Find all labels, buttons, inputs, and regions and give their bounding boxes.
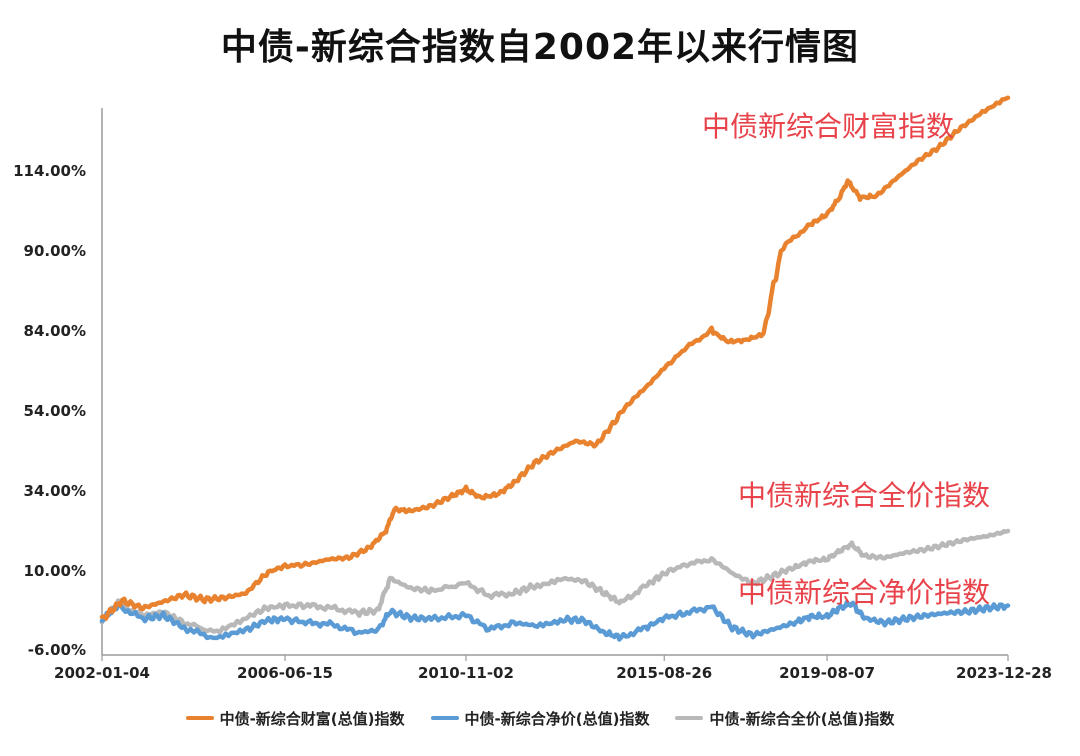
x-tick-label: 2010-11-02 xyxy=(418,664,514,682)
x-tick-label: 2002-01-04 xyxy=(54,664,150,682)
chart-legend: 中债-新综合财富(总值)指数 中债-新综合净价(总值)指数 中债-新综合全价(总值)… xyxy=(0,706,1080,730)
chart-axes: -6.00% 10.00% 34.00% 54.00% 84.00% 90.00% 114.… xyxy=(13,108,1052,682)
y-tick-label: 10.00% xyxy=(24,562,86,580)
y-tick-label: 34.00% xyxy=(24,482,86,500)
legend-item: 中债-新综合净价(总值)指数 xyxy=(430,708,650,729)
line-chart: -6.00% 10.00% 34.00% 54.00% 84.00% 90.00% 114.… xyxy=(13,95,1052,682)
legend-item: 中债-新综合财富(总值)指数 xyxy=(185,708,405,729)
series-line xyxy=(99,599,1011,642)
legend-label: 中债-新综合财富(总值)指数 xyxy=(219,709,405,728)
x-tick-label: 2015-08-26 xyxy=(616,664,712,682)
series-line xyxy=(99,95,1011,621)
series-annotation: 中债新综合全价指数 xyxy=(738,479,990,512)
y-tick-label: 90.00% xyxy=(24,242,86,260)
y-tick-label: 54.00% xyxy=(24,402,86,420)
y-tick-label: 114.00% xyxy=(13,162,86,180)
series-annotation: 中债新综合净价指数 xyxy=(738,576,990,609)
chart-series xyxy=(99,95,1011,642)
y-tick-label: -6.00% xyxy=(28,641,86,659)
series-annotation: 中债新综合财富指数 xyxy=(702,110,954,143)
y-tick-label: 84.00% xyxy=(24,322,86,340)
chart-title: 中债-新综合指数自2002年以来行情图 xyxy=(220,27,860,68)
legend-swatch xyxy=(185,716,214,720)
legend-swatch xyxy=(430,716,459,720)
legend-item: 中债-新综合全价(总值)指数 xyxy=(675,708,894,729)
series-line xyxy=(99,528,1011,635)
x-tick-label: 2006-06-15 xyxy=(237,664,333,682)
x-tick-label: 2019-08-07 xyxy=(779,664,875,682)
legend-label: 中债-新综合全价(总值)指数 xyxy=(709,709,895,728)
legend-swatch xyxy=(675,716,704,720)
x-tick-label: 2023-12-28 xyxy=(956,664,1052,682)
legend-label: 中债-新综合净价(总值)指数 xyxy=(464,709,650,728)
